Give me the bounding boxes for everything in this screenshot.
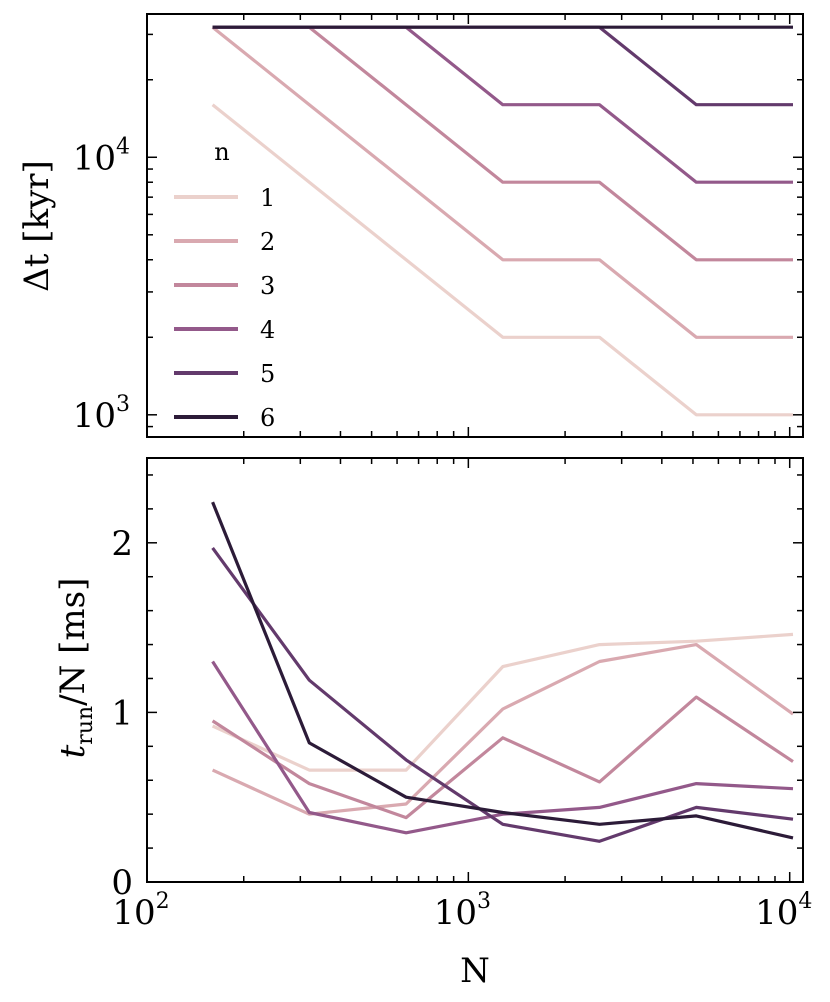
bottom-series-line-n3 — [211, 695, 794, 820]
top-y-tick-labels: 103 104 — [73, 134, 130, 436]
legend-items: 1 2 3 4 5 6 — [174, 184, 275, 432]
top-series-line-n1 — [211, 103, 793, 417]
top-series-line-n2 — [211, 25, 793, 339]
bottom-series-lines — [211, 501, 794, 843]
top-series-line-n3 — [212, 25, 793, 262]
y-title-sub: run — [73, 706, 98, 745]
bottom-series-line-n5 — [211, 546, 794, 843]
bottom-series-line-n1 — [211, 632, 794, 772]
bottom-y-tick-labels: 0 1 2 — [111, 524, 133, 903]
top-panel-frame — [146, 13, 804, 438]
top-series-lines — [211, 25, 793, 417]
x-tick-label: 104 — [755, 889, 812, 933]
bottom-y-tick-label: 2 — [111, 524, 133, 564]
bottom-panel: 0 1 2 102 103 104 trun/N [ms] N — [53, 457, 812, 991]
legend-label-n1: 1 — [260, 184, 275, 212]
top-panel: 103 104 Δt [kyr] n 1 2 3 4 5 6 — [17, 13, 804, 438]
x-axis-title: N — [460, 951, 490, 991]
legend-title: n — [214, 138, 229, 166]
top-y-tick-label: 104 — [73, 134, 130, 178]
top-y-axis-title: Δt [kyr] — [17, 160, 57, 292]
y-title-t: t — [53, 744, 93, 758]
bottom-series-line-n6 — [211, 501, 794, 840]
bottom-panel-frame — [146, 457, 804, 883]
x-tick-labels: 102 103 104 — [112, 889, 812, 933]
legend-label-n3: 3 — [260, 272, 275, 300]
top-y-tick-label: 103 — [73, 392, 130, 436]
legend-label-n2: 2 — [260, 228, 275, 256]
legend-label-n4: 4 — [260, 316, 275, 344]
bottom-y-axis-title: trun/N [ms] — [53, 578, 98, 759]
bottom-series-line-n4 — [211, 660, 794, 835]
legend-label-n6: 6 — [260, 404, 275, 432]
top-axis-ticks — [146, 14, 803, 437]
bottom-y-tick-label: 1 — [111, 693, 133, 733]
top-series-line-n5 — [212, 25, 793, 107]
bottom-y-tick-label: 0 — [111, 863, 133, 903]
legend: n 1 2 3 4 5 6 — [174, 138, 275, 432]
x-tick-label: 102 — [112, 889, 169, 933]
legend-label-n5: 5 — [260, 360, 275, 388]
bottom-series-line-n2 — [211, 642, 794, 816]
x-tick-label: 103 — [434, 889, 491, 933]
y-title-rest: /N [ms] — [53, 578, 93, 706]
